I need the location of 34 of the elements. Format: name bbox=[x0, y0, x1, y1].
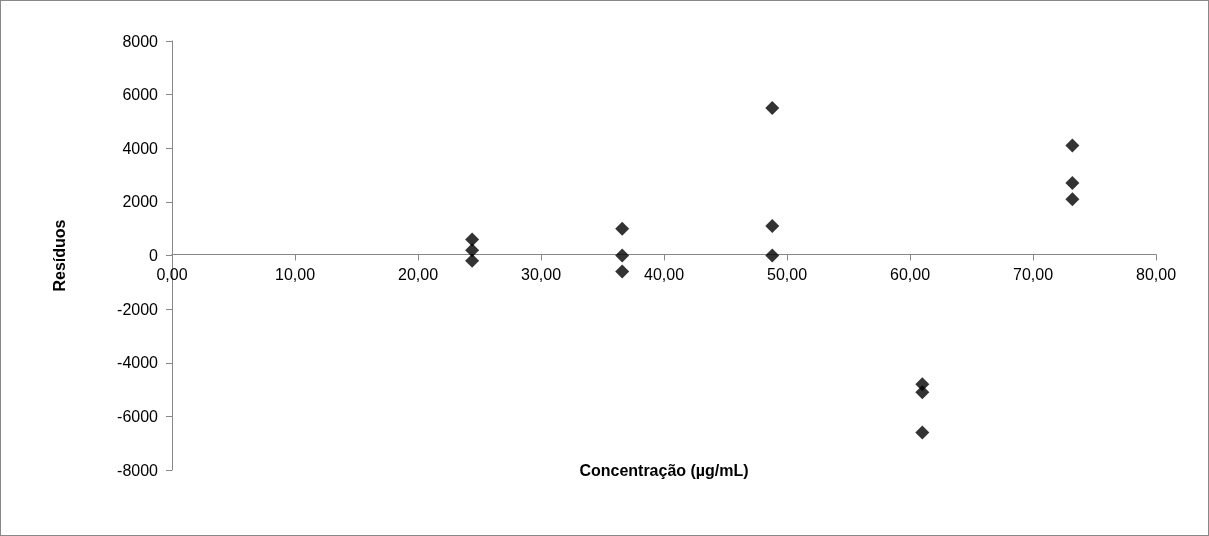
y-tick-label: 6000 bbox=[122, 86, 159, 104]
x-tick-label: 10,00 bbox=[274, 266, 316, 283]
point bbox=[765, 248, 780, 263]
x-tick-label: 50,00 bbox=[766, 266, 808, 283]
point bbox=[1065, 176, 1080, 191]
point bbox=[615, 264, 630, 279]
x-tick-label: 0,00 bbox=[156, 266, 188, 283]
point bbox=[915, 385, 930, 400]
point bbox=[465, 253, 480, 268]
y-tick-label: 8000 bbox=[122, 32, 159, 50]
point bbox=[915, 425, 930, 440]
y-tick-label: -8000 bbox=[117, 461, 159, 479]
y-axis-title: Resíduos bbox=[50, 219, 68, 292]
x-tick-label: 70,00 bbox=[1012, 266, 1054, 283]
point bbox=[765, 219, 780, 234]
point bbox=[465, 243, 480, 258]
y-tick-label: -6000 bbox=[117, 407, 159, 425]
point bbox=[615, 248, 630, 263]
x-tick-label: 60,00 bbox=[889, 266, 931, 283]
point bbox=[1065, 138, 1080, 153]
point bbox=[1065, 192, 1080, 207]
x-tick-label: 80,00 bbox=[1135, 266, 1177, 283]
point bbox=[765, 101, 780, 116]
point bbox=[465, 232, 480, 247]
x-tick-label: 40,00 bbox=[643, 266, 685, 283]
x-tick-label: 20,00 bbox=[397, 266, 439, 283]
point bbox=[615, 221, 630, 236]
x-tick-label: 30,00 bbox=[520, 266, 562, 283]
y-tick-label: 2000 bbox=[122, 193, 159, 211]
y-tick-label: -4000 bbox=[117, 354, 159, 372]
x-axis-title: Concentração (µg/mL) bbox=[579, 462, 749, 479]
y-tick-label: -2000 bbox=[117, 300, 159, 318]
y-tick-label: 4000 bbox=[122, 139, 159, 157]
y-tick-label: 0 bbox=[149, 247, 159, 264]
